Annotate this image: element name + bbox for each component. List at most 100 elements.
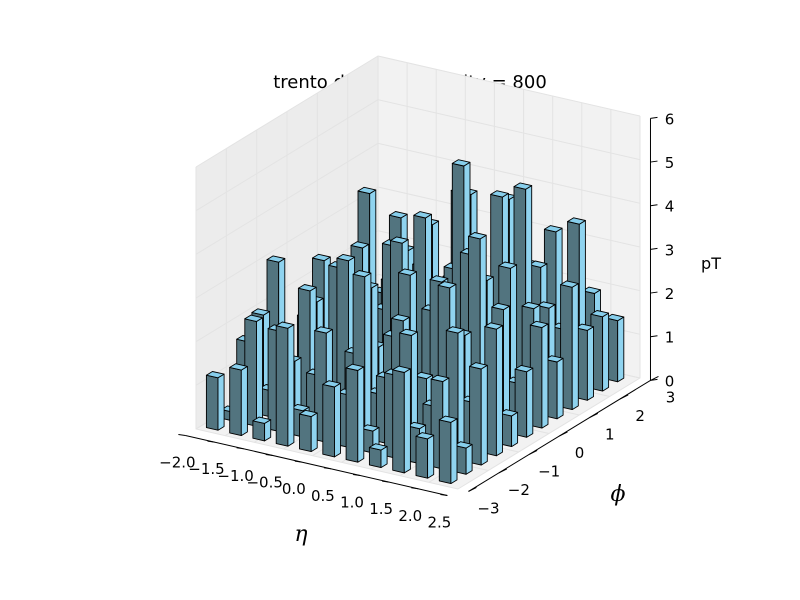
bar: [252, 416, 272, 442]
bar-top-face: [205, 371, 225, 379]
bar-side-face: [602, 312, 610, 392]
x-tick-label: −0.5: [246, 473, 282, 491]
bar-side-face: [495, 325, 503, 457]
bar: [415, 432, 435, 479]
bar-top-face: [388, 211, 408, 219]
bar-top-face: [490, 190, 509, 198]
bar: [322, 380, 341, 458]
bar: [469, 362, 488, 466]
x-axis-line: [185, 434, 448, 496]
bar-front-face: [415, 435, 429, 479]
bar-top-face: [590, 310, 610, 318]
bar-top-face: [484, 322, 503, 330]
bar-top-face: [352, 270, 372, 278]
x-tick-mark: [382, 480, 390, 483]
bar-top-face: [514, 364, 534, 373]
bar-top-face: [429, 275, 449, 283]
x-tick-label: 2.0: [398, 507, 422, 525]
bar-front-face: [392, 369, 405, 474]
bar-top-face: [350, 241, 370, 249]
y-tick-label: 3: [666, 388, 676, 406]
bar-side-face: [617, 316, 625, 383]
x-tick-mark: [265, 453, 273, 456]
y-tick-mark: [528, 449, 538, 455]
bar-top-face: [392, 365, 411, 373]
bar-top-face: [299, 409, 318, 418]
bar-top-face: [499, 409, 519, 417]
grid-line-z: [195, 55, 641, 168]
x-tick-mark: [411, 487, 419, 490]
bar-top-face: [521, 301, 541, 310]
bar-top-face: [399, 328, 418, 336]
bar-top-face: [469, 362, 488, 370]
x-tick-label: 2.5: [427, 513, 451, 531]
bar: [438, 415, 458, 485]
bar-top-face: [357, 186, 377, 195]
bar-side-face: [457, 328, 465, 461]
bar-top-face: [290, 403, 310, 412]
bar-top-face: [445, 326, 465, 334]
x-tick-label: −1.5: [188, 460, 224, 478]
x-tick-mark: [352, 473, 361, 476]
y-tick-mark: [589, 412, 599, 418]
bar: [229, 363, 248, 437]
z-tick-mark: [650, 335, 658, 338]
bar-top-face: [336, 253, 356, 262]
z-tick-mark: [650, 378, 658, 381]
z-tick-label: 0: [665, 372, 675, 390]
x-tick-label: −2.0: [159, 453, 195, 471]
bar-top-face: [560, 280, 579, 288]
bar-front-face: [368, 446, 382, 469]
bar-top-face: [498, 261, 518, 269]
bar-front-face: [299, 413, 312, 453]
y-tick-label: 1: [605, 425, 615, 443]
y-tick-label: 0: [575, 444, 585, 462]
bar: [345, 363, 365, 463]
y-tick-label: −3: [477, 499, 499, 517]
z-tick-label: 3: [665, 241, 675, 259]
x-tick-label: 1.0: [340, 493, 364, 511]
z-tick-mark: [650, 160, 658, 163]
bar-top-face: [297, 284, 317, 292]
bar-side-face: [586, 326, 594, 401]
bar-top-face: [543, 225, 563, 233]
y-tick-label: −1: [538, 462, 560, 480]
z-tick-mark: [650, 247, 658, 250]
bar-front-face: [252, 420, 266, 442]
bar-top-face: [314, 326, 333, 334]
bar-front-face: [345, 367, 359, 463]
bar-top-face: [368, 443, 388, 451]
bar-top-face: [430, 374, 450, 383]
bar-top-face: [413, 211, 432, 219]
z-tick-label: 4: [665, 198, 675, 216]
bar-side-face: [287, 324, 295, 447]
x-tick-label: −1.0: [217, 467, 253, 485]
bar-top-face: [582, 286, 601, 294]
x-tick-label: 1.5: [369, 500, 393, 518]
grid-line-z: [195, 142, 641, 255]
z-tick-label: 6: [665, 110, 675, 128]
y-tick-label: −2: [508, 481, 530, 499]
z-axis-label: pT: [701, 254, 721, 273]
z-tick-mark: [650, 291, 658, 294]
bar-top-face: [312, 253, 331, 262]
bar-top-face: [491, 302, 510, 311]
bar-top-face: [453, 441, 473, 449]
bar-top-face: [529, 320, 549, 329]
bars-group: [205, 159, 625, 485]
bar-top-face: [252, 416, 272, 424]
y-tick-mark: [559, 431, 568, 437]
x-tick-mark: [294, 460, 302, 463]
bar-top-face: [415, 432, 435, 440]
bar-side-face: [357, 366, 365, 463]
bar-top-face: [275, 321, 295, 329]
bar-top-face: [605, 313, 625, 322]
bar-top-face: [398, 268, 417, 276]
bar-top-face: [360, 424, 380, 432]
bar-side-face: [480, 364, 488, 466]
bar-top-face: [414, 371, 434, 380]
z-tick-label: 1: [665, 329, 675, 347]
x-tick-label: 0.0: [282, 480, 306, 498]
bar-top-face: [575, 323, 594, 331]
bar-top-face: [322, 380, 341, 388]
